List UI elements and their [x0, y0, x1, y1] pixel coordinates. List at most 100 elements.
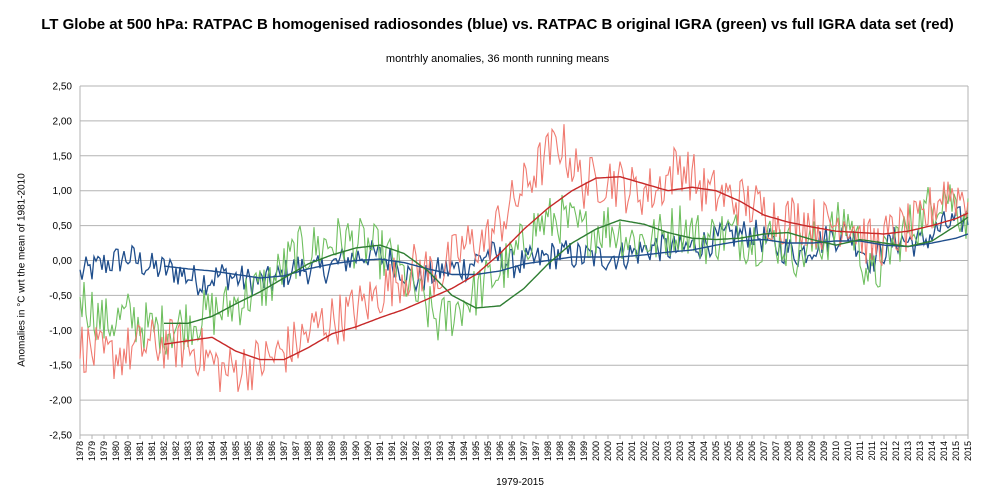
- x-tick-label: 1984: [207, 441, 217, 461]
- x-tick-label: 2006: [735, 441, 745, 461]
- x-tick-label: 1992: [399, 441, 409, 461]
- x-tick-label: 2014: [939, 441, 949, 461]
- x-tick-label: 1997: [531, 441, 541, 461]
- x-tick-label: 1980: [123, 441, 133, 461]
- x-tick-label: 1990: [363, 441, 373, 461]
- series-line-ratpac-b-homogenised-radiosondes-36-month-running-mean-: [163, 233, 969, 279]
- x-tick-label: 2007: [771, 441, 781, 461]
- x-tick-label: 1996: [495, 441, 505, 461]
- x-tick-label: 2002: [639, 441, 649, 461]
- x-tick-label: 1986: [255, 441, 265, 461]
- y-tick-label: -2,50: [49, 431, 72, 442]
- x-tick-label: 1995: [483, 441, 493, 461]
- x-tick-label: 2010: [831, 441, 841, 461]
- x-tick-label: 1998: [555, 441, 565, 461]
- axes: [79, 86, 969, 435]
- x-tick-label: 2009: [819, 441, 829, 461]
- y-tick-label: 0,00: [53, 256, 73, 267]
- x-tick-label: 1981: [147, 441, 157, 461]
- x-tick-label: 2011: [867, 441, 877, 460]
- y-tick-label: 0,50: [53, 221, 73, 232]
- x-tick-label: 1993: [435, 441, 445, 461]
- x-tick-label: 1978: [75, 441, 85, 461]
- x-tick-label: 1994: [459, 441, 469, 461]
- x-tick-label: 1992: [411, 441, 421, 461]
- y-tick-label: -1,50: [49, 361, 72, 372]
- series-monthly: [79, 124, 969, 393]
- y-tick-label: -1,00: [49, 326, 72, 337]
- series-line-full-igra-data-set-monthly-: [79, 124, 969, 393]
- x-tick-label: 1991: [375, 441, 385, 461]
- x-tick-label: 2005: [723, 441, 733, 461]
- x-tick-label: 1989: [339, 441, 349, 461]
- x-tick-label: 2014: [927, 441, 937, 461]
- x-tick-label: 2001: [615, 441, 625, 461]
- x-tick-label: 1993: [423, 441, 433, 461]
- x-axis-label: 1979-2015: [496, 477, 544, 488]
- x-tick-label: 1980: [111, 441, 121, 461]
- x-tick-label: 2008: [795, 441, 805, 461]
- x-tick-label: 1982: [159, 441, 169, 461]
- x-tick-label: 1979: [87, 441, 97, 461]
- chart-subtitle: montrhly anomalies, 36 month running mea…: [385, 53, 610, 65]
- x-tick-label: 2007: [759, 441, 769, 461]
- series-line-full-igra-data-set-36-month-running-mean-: [163, 175, 969, 361]
- series-line-ratpac-b-original-igra-monthly-: [79, 184, 969, 355]
- x-tick-label: 2005: [711, 441, 721, 461]
- x-tick-label: 2003: [663, 441, 673, 461]
- x-tick-label: 2004: [687, 441, 697, 461]
- y-tick-label: 1,00: [53, 186, 73, 197]
- x-tick-label: 1988: [315, 441, 325, 461]
- y-tick-label: 2,00: [53, 116, 73, 127]
- series-line-ratpac-b-original-igra-36-month-running-mean-: [164, 216, 969, 324]
- x-tick-label: 2010: [843, 441, 853, 461]
- x-tick-label: 2013: [903, 441, 913, 461]
- x-tick-label: 1983: [183, 441, 193, 461]
- series-smooth: [163, 175, 969, 361]
- x-tick-label: 1989: [327, 441, 337, 461]
- x-tick-label: 1995: [471, 441, 481, 461]
- x-tick-label: 1984: [219, 441, 229, 461]
- x-tick-label: 1987: [291, 441, 301, 461]
- x-tick-label: 1979: [99, 441, 109, 461]
- x-tick-label: 2000: [603, 441, 613, 461]
- x-tick-label: 2002: [651, 441, 661, 461]
- x-tick-label: 1994: [447, 441, 457, 461]
- x-tick-label: 1996: [507, 441, 517, 461]
- x-tick-label: 1986: [267, 441, 277, 461]
- x-tick-label: 2015: [951, 441, 961, 461]
- x-tick-label: 1983: [195, 441, 205, 461]
- x-ticks: 1978 1979 1979 1980 1980 1981 1981 1982 1982 1983…: [75, 435, 973, 461]
- x-tick-label: 1982: [171, 441, 181, 461]
- grid: [80, 85, 968, 436]
- x-tick-label: 2000: [591, 441, 601, 461]
- x-tick-label: 1991: [387, 441, 397, 461]
- x-tick-label: 2015: [963, 441, 973, 461]
- x-tick-label: 2001: [627, 441, 637, 461]
- x-tick-label: 1999: [579, 441, 589, 461]
- y-tick-label: -0,50: [49, 291, 72, 302]
- x-tick-label: 2013: [915, 441, 925, 461]
- x-tick-label: 1997: [519, 441, 529, 461]
- x-tick-label: 1988: [303, 441, 313, 461]
- x-tick-label: 1999: [567, 441, 577, 461]
- x-tick-label: 1985: [231, 441, 241, 461]
- x-tick-label: 2012: [879, 441, 889, 461]
- y-tick-label: -2,00: [49, 396, 72, 407]
- chart-title: LT Globe at 500 hPa: RATPAC B homogenise…: [41, 16, 954, 33]
- x-tick-label: 1998: [543, 441, 553, 461]
- x-tick-label: 2006: [747, 441, 757, 461]
- x-tick-label: 2004: [699, 441, 709, 461]
- x-tick-label: 2011: [855, 441, 865, 460]
- x-tick-label: 1987: [279, 441, 289, 461]
- y-tick-label: 1,50: [53, 151, 73, 162]
- y-ticks: 2,50 2,00 1,50 1,00 0,50 0,00 -0,50 -1,00 -1,50 -…: [49, 82, 72, 442]
- series-line-ratpac-b-homogenised-radiosondes-monthly-: [79, 205, 969, 297]
- y-tick-label: 2,50: [53, 82, 73, 93]
- x-tick-label: 1981: [135, 441, 145, 461]
- x-tick-label: 2012: [891, 441, 901, 461]
- x-tick-label: 2003: [675, 441, 685, 461]
- x-tick-label: 1985: [243, 441, 253, 461]
- x-tick-label: 2008: [783, 441, 793, 461]
